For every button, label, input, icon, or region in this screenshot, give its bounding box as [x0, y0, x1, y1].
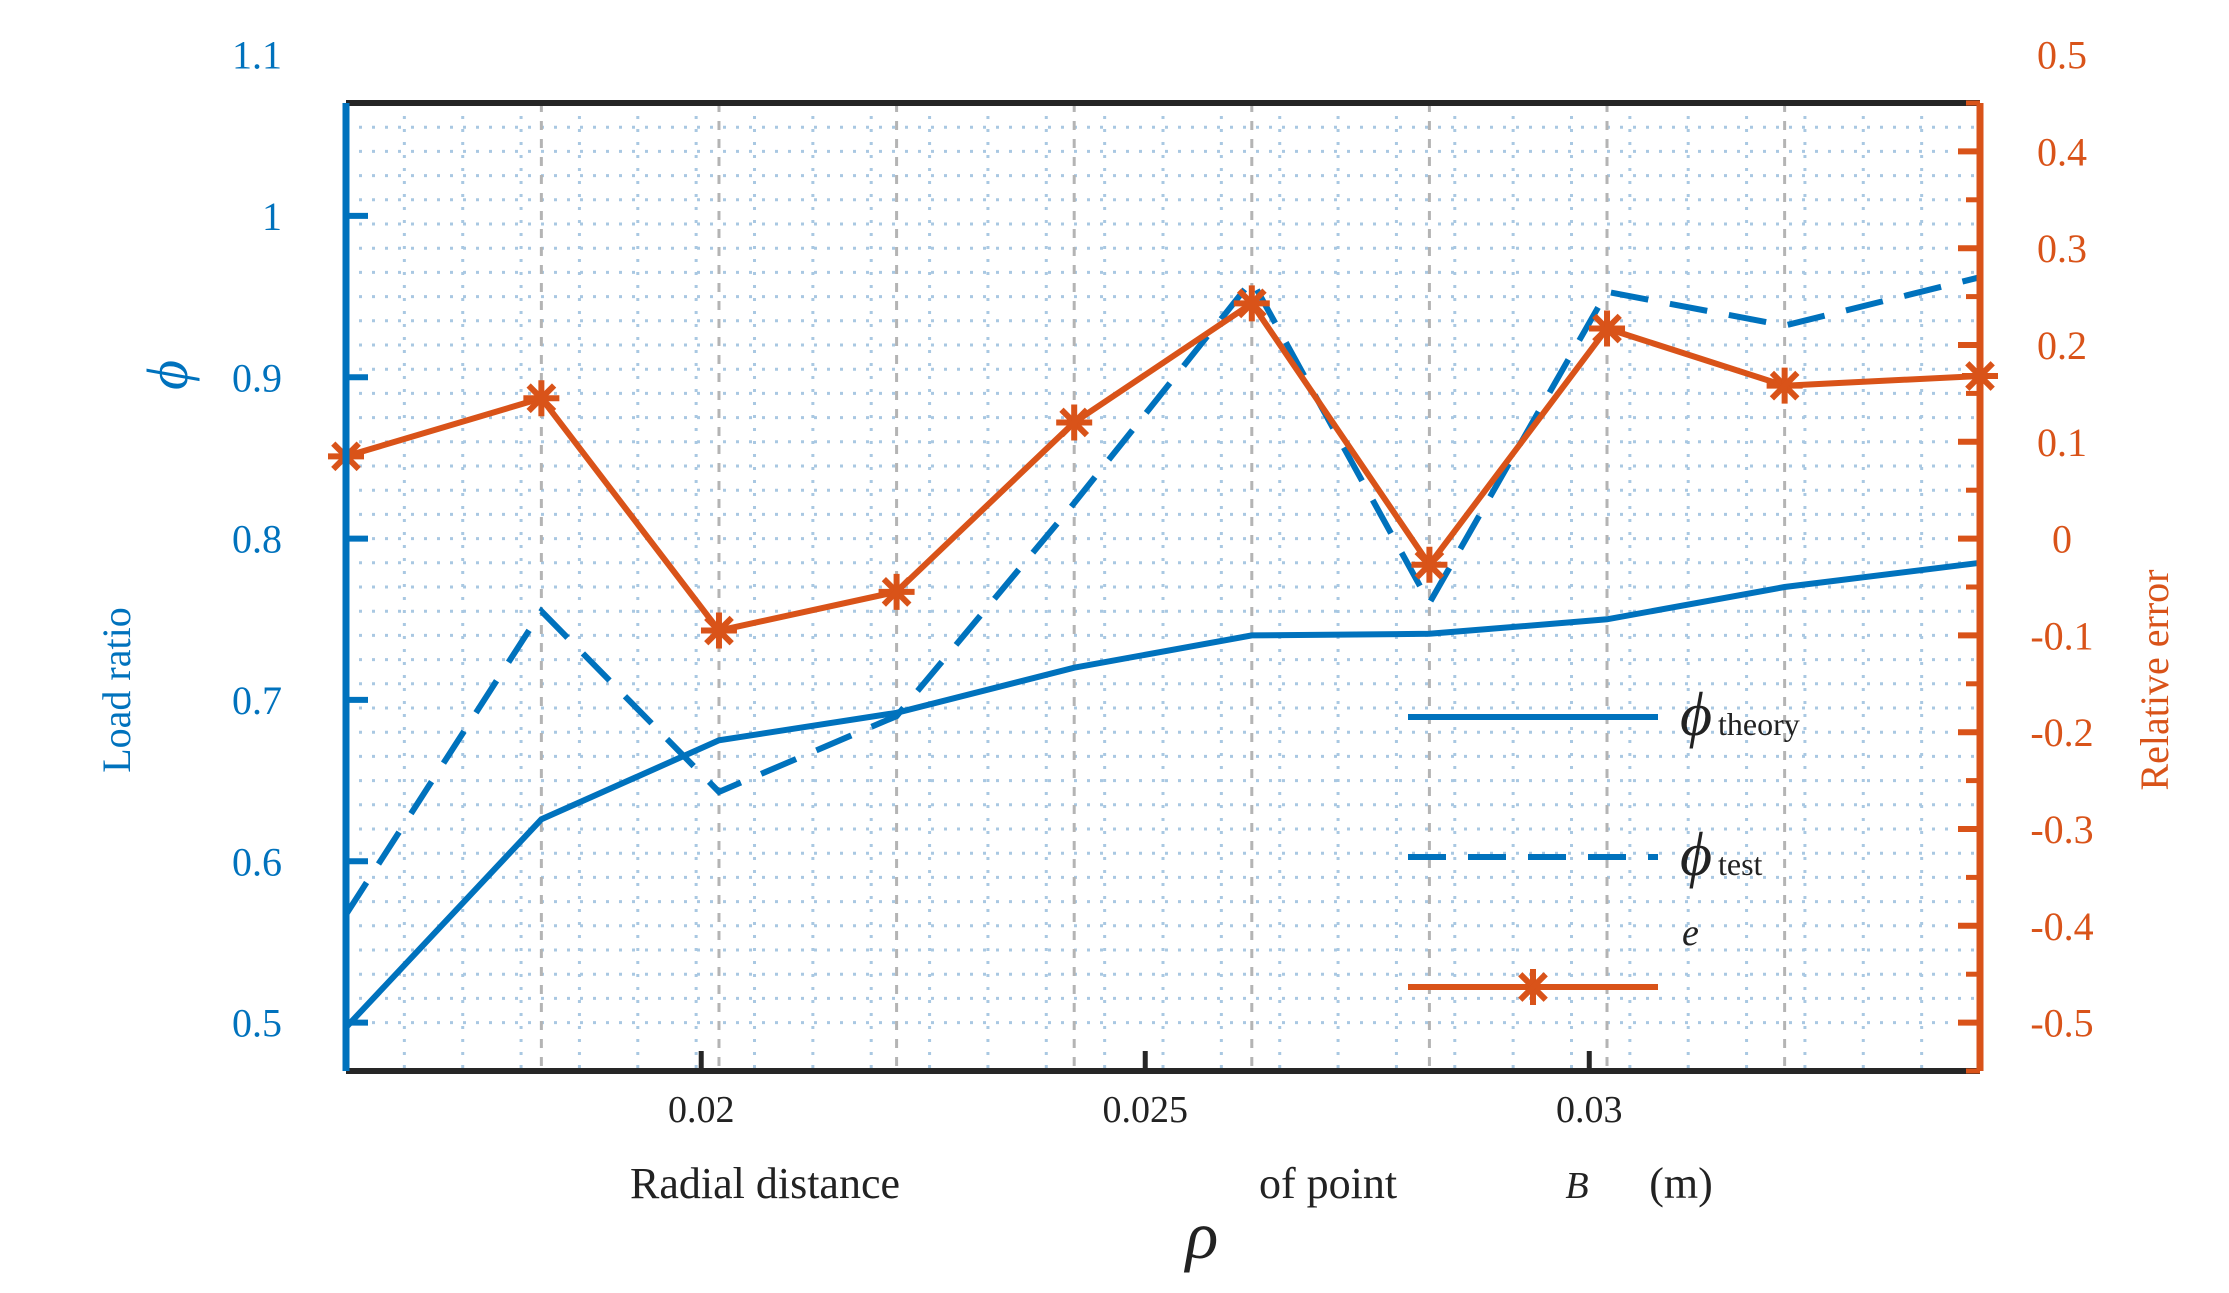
y-left-tick-label: 0.8 [232, 517, 282, 562]
y-left-tick-label: 1.1 [232, 33, 282, 78]
y-right-tick-label: 0.5 [2037, 33, 2087, 78]
series-layer [328, 274, 1998, 1030]
data-point-marker [1411, 546, 1448, 583]
ticks-layer: 0.5 0.6 0.7 0.8 0.9 1 1.1 -0.5 -0.4 -0.3 -0.2 -0.1 0… [232, 33, 2094, 1131]
axes-frame [342, 100, 1984, 1074]
x-label-unit: (m) [1649, 1159, 1713, 1208]
y-left-label: Load ratio [94, 607, 139, 773]
data-point-marker [523, 380, 560, 417]
y-right-tick-label: -0.1 [2030, 613, 2093, 658]
grid [346, 101, 1980, 1071]
y-right-tick-label: -0.5 [2030, 1001, 2093, 1046]
y-left-tick-label: 1 [262, 194, 282, 239]
data-point-marker [1589, 310, 1626, 347]
data-point-marker [1766, 367, 1803, 404]
legend-symbol: ϕ [1680, 821, 1712, 889]
data-point-marker [1233, 285, 1270, 322]
legend-marker [1515, 969, 1551, 1005]
y-right-tick-label: 0.2 [2037, 323, 2087, 368]
x-label-text2: of point [1259, 1159, 1397, 1208]
legend-symbol: ϕ [1680, 681, 1712, 749]
series-line-2 [345, 299, 1981, 634]
y-left-symbol: ϕ [135, 360, 200, 390]
y-right-tick-label: -0.3 [2030, 807, 2093, 852]
series-line-1 [343, 274, 1981, 917]
y-right-tick-label: 0 [2052, 517, 2072, 562]
y-left-tick-label: 0.6 [232, 839, 282, 884]
legend-subscript: theory [1718, 706, 1800, 742]
y-right-tick-label: 0.4 [2037, 129, 2087, 174]
y-left-tick-label: 0.7 [232, 678, 282, 723]
y-right-tick-label: -0.2 [2030, 710, 2093, 755]
legend-symbol: e [1682, 912, 1699, 954]
x-tick-label: 0.025 [1102, 1089, 1188, 1131]
y-left-tick-label: 0.5 [232, 1001, 282, 1046]
y-right-tick-label: -0.4 [2030, 904, 2093, 949]
y-left-tick-label: 0.9 [232, 355, 282, 400]
x-tick-label: 0.03 [1556, 1089, 1623, 1131]
y-right-tick-label: 0.1 [2037, 420, 2087, 465]
x-label-point: B [1565, 1165, 1588, 1207]
data-point-marker [700, 612, 737, 649]
series-line-0 [343, 559, 1981, 1030]
x-label-symbol: ρ [1184, 1197, 1219, 1273]
data-point-marker [1056, 404, 1093, 441]
legend-subscript: test [1718, 846, 1763, 882]
y-right-tick-label: 0.3 [2037, 226, 2087, 271]
y-right-label: Relative error [2132, 570, 2177, 791]
x-tick-label: 0.02 [668, 1089, 735, 1131]
data-point-marker [878, 573, 915, 610]
x-label-text1: Radial distance [630, 1159, 900, 1208]
